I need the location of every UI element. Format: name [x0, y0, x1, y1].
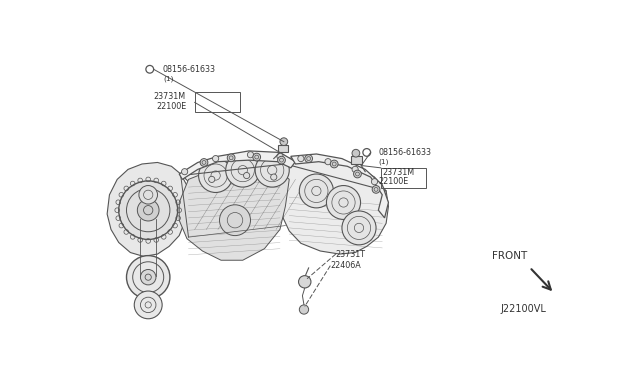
Circle shape: [298, 276, 311, 288]
Circle shape: [253, 153, 260, 161]
Circle shape: [139, 186, 157, 204]
Circle shape: [212, 155, 219, 162]
Circle shape: [352, 166, 358, 173]
FancyBboxPatch shape: [351, 156, 362, 164]
Circle shape: [134, 291, 162, 319]
Circle shape: [138, 199, 159, 221]
Circle shape: [140, 269, 156, 285]
Text: 23731T: 23731T: [336, 250, 365, 259]
Circle shape: [352, 150, 360, 157]
Polygon shape: [283, 156, 388, 254]
Circle shape: [200, 158, 208, 166]
Circle shape: [255, 153, 289, 187]
Text: 22100E: 22100E: [156, 102, 186, 111]
Circle shape: [198, 158, 233, 192]
Text: J22100VL: J22100VL: [501, 304, 547, 314]
Text: 22406A: 22406A: [330, 261, 361, 270]
Circle shape: [271, 174, 277, 180]
Circle shape: [330, 160, 338, 168]
Polygon shape: [107, 163, 189, 256]
Polygon shape: [179, 151, 296, 179]
Circle shape: [280, 138, 288, 145]
Circle shape: [119, 181, 178, 240]
Text: 22100E: 22100E: [378, 177, 408, 186]
Circle shape: [227, 154, 235, 162]
Text: 08156-61633: 08156-61633: [163, 65, 216, 74]
Text: (1): (1): [378, 158, 389, 165]
Circle shape: [300, 174, 333, 208]
Text: (1): (1): [163, 75, 173, 82]
Polygon shape: [291, 154, 388, 218]
FancyBboxPatch shape: [278, 145, 289, 153]
Circle shape: [353, 170, 362, 178]
Circle shape: [209, 176, 215, 183]
Text: 23731M: 23731M: [382, 168, 414, 177]
Circle shape: [248, 152, 253, 158]
Text: 08156-61633: 08156-61633: [378, 148, 431, 157]
Polygon shape: [180, 154, 297, 192]
Circle shape: [342, 211, 376, 245]
Circle shape: [325, 158, 331, 165]
Circle shape: [305, 155, 312, 163]
Text: 23731M: 23731M: [154, 92, 186, 101]
Circle shape: [226, 153, 260, 187]
Circle shape: [372, 186, 380, 193]
Circle shape: [371, 179, 378, 185]
Circle shape: [300, 305, 308, 314]
Circle shape: [277, 153, 283, 159]
Circle shape: [326, 186, 360, 219]
Text: FRONT: FRONT: [492, 251, 527, 261]
Circle shape: [220, 205, 250, 235]
Circle shape: [298, 155, 304, 162]
Circle shape: [278, 156, 285, 164]
Circle shape: [182, 169, 188, 175]
Circle shape: [244, 173, 250, 179]
Circle shape: [127, 256, 170, 299]
Polygon shape: [179, 168, 289, 260]
